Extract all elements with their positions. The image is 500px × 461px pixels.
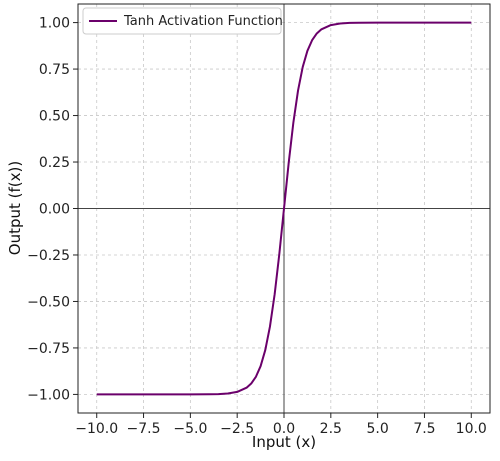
x-tick-label: 0.0 [273,421,295,437]
y-tick-label: 0.00 [39,202,70,218]
y-ticks: 1.00 0.75 0.50 0.25 0.00 −0.25 −0.50 −0.75 −1.00 [27,16,78,403]
x-tick-label: 10.0 [456,421,487,437]
x-tick-label: −5.0 [173,421,207,437]
y-tick-label: 0.25 [39,155,70,171]
x-tick-label: −7.5 [127,421,161,437]
x-axis-label: Input (x) [252,433,316,451]
x-tick-label: −2.5 [220,421,254,437]
x-tick-label: 7.5 [413,421,435,437]
legend-label: Tanh Activation Function [123,14,283,29]
x-tick-label: 2.5 [320,421,342,437]
y-tick-label: 1.00 [39,16,70,32]
y-tick-label: −0.25 [27,248,70,264]
series-line-tanh [96,21,472,396]
x-tick-label: −10.0 [75,421,118,437]
y-tick-label: 0.75 [39,62,70,78]
y-tick-label: −0.50 [27,294,70,310]
x-tick-label: 5.0 [367,421,389,437]
x-ticks: −10.0 −7.5 −5.0 −2.5 0.0 2.5 5.0 7.5 10.0 [75,413,487,437]
series-layer [96,21,472,396]
y-tick-label: −1.00 [27,387,70,403]
y-tick-label: 0.50 [39,109,70,125]
y-axis-label: Output (f(x)) [6,161,24,255]
legend-box [82,7,282,35]
legend: Tanh Activation Function [82,7,283,35]
y-tick-label: −0.75 [27,341,70,357]
